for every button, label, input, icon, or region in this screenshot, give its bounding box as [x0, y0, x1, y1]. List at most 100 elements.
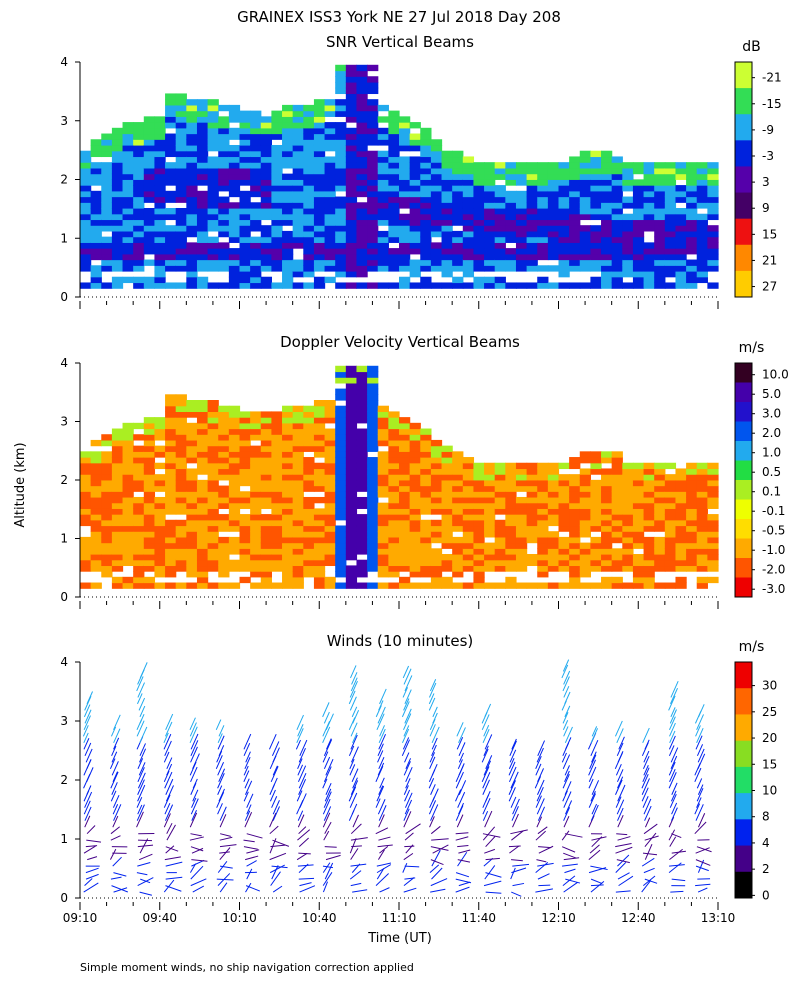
- heatmap-cell: [515, 242, 528, 249]
- heatmap-cell: [462, 536, 475, 544]
- heatmap-cell: [218, 185, 230, 192]
- heatmap-cell: [122, 202, 134, 209]
- wind-barb: [298, 747, 306, 763]
- wind-barb: [351, 706, 358, 718]
- heatmap-cell: [399, 185, 411, 192]
- heatmap-cell: [101, 485, 113, 492]
- heatmap-cell: [303, 248, 315, 255]
- wind-barb: [166, 763, 173, 776]
- heatmap-cell: [356, 382, 368, 390]
- heatmap-cell: [324, 451, 336, 458]
- heatmap-cell: [388, 202, 400, 209]
- heatmap-cell: [80, 502, 92, 509]
- heatmap-cell: [707, 167, 719, 175]
- heatmap-cell: [133, 225, 145, 232]
- heatmap-cell: [271, 196, 283, 203]
- heatmap-cell: [558, 491, 570, 498]
- heatmap-cell: [388, 559, 400, 567]
- wind-barb: [564, 770, 570, 782]
- heatmap-cell: [292, 156, 304, 163]
- heatmap-cell: [356, 525, 368, 532]
- heatmap-cell: [505, 536, 517, 544]
- heatmap-cell: [324, 225, 336, 232]
- heatmap-cell: [569, 554, 581, 561]
- wind-barb: [325, 759, 334, 776]
- heatmap-cell: [420, 265, 432, 272]
- heatmap-cell: [654, 162, 666, 169]
- wind-barb: [379, 846, 389, 854]
- wind-barb: [405, 823, 421, 835]
- heatmap-cell: [292, 282, 304, 289]
- heatmap-cell: [282, 139, 294, 146]
- colorbar-swatch: [735, 363, 752, 383]
- wind-barb: [643, 798, 652, 815]
- heatmap-cell: [175, 150, 187, 158]
- heatmap-cell: [590, 150, 602, 158]
- wind-barb: [86, 785, 92, 795]
- heatmap-cell: [90, 242, 102, 249]
- heatmap-cell: [420, 139, 432, 146]
- heatmap-cell: [367, 116, 379, 123]
- heatmap-cell: [133, 531, 145, 538]
- heatmap-cell: [399, 259, 411, 266]
- heatmap-cell: [569, 565, 581, 572]
- heatmap-cell: [143, 428, 156, 435]
- heatmap-cell: [569, 265, 581, 272]
- heatmap-cell: [622, 582, 634, 589]
- wind-barb: [216, 791, 225, 808]
- heatmap-cell: [409, 144, 421, 152]
- heatmap-cell: [430, 571, 443, 578]
- heatmap-cell: [133, 150, 145, 158]
- heatmap-cell: [622, 213, 634, 221]
- heatmap-cell: [239, 548, 251, 555]
- heatmap-cell: [558, 485, 570, 492]
- wind-barb: [404, 789, 411, 802]
- heatmap-cell: [686, 525, 698, 532]
- heatmap-cell: [547, 485, 560, 492]
- heatmap-cell: [611, 265, 623, 272]
- heatmap-cell: [186, 185, 198, 192]
- heatmap-cell: [611, 173, 623, 180]
- heatmap-cell: [175, 445, 187, 452]
- wind-barb: [377, 844, 393, 848]
- wind-barb: [512, 798, 520, 815]
- wind-barb: [430, 859, 444, 866]
- heatmap-cell: [186, 271, 198, 278]
- x-tick-label: 09:10: [63, 911, 98, 925]
- heatmap-cell: [462, 479, 475, 487]
- heatmap-cell: [122, 428, 134, 435]
- heatmap-cell: [345, 445, 358, 452]
- heatmap-cell: [399, 496, 411, 504]
- heatmap-cell: [111, 462, 124, 470]
- heatmap-cell: [494, 485, 506, 492]
- heatmap-cell: [632, 167, 645, 175]
- heatmap-cell: [101, 468, 113, 475]
- heatmap-cell: [133, 122, 145, 129]
- heatmap-cell: [377, 525, 389, 532]
- heatmap-cell: [377, 236, 389, 243]
- wind-barb: [111, 761, 119, 776]
- wind-barb: [246, 860, 257, 867]
- heatmap-cell: [186, 122, 198, 129]
- colorbar-label: -3.0: [762, 582, 785, 596]
- heatmap-cell: [292, 122, 304, 129]
- wind-barb: [272, 777, 278, 789]
- heatmap-cell: [388, 519, 400, 527]
- heatmap-cell: [515, 559, 528, 567]
- heatmap-cell: [409, 259, 421, 266]
- heatmap-cell: [90, 451, 102, 458]
- heatmap-cell: [611, 479, 623, 487]
- wind-barb: [165, 885, 182, 892]
- heatmap-cell: [154, 565, 166, 572]
- heatmap-cell: [154, 253, 166, 261]
- heatmap-cell: [399, 196, 411, 203]
- heatmap-cell: [590, 451, 602, 458]
- heatmap-cell: [345, 388, 358, 395]
- heatmap-cell: [601, 479, 613, 487]
- heatmap-cell: [345, 144, 358, 152]
- heatmap-cell: [101, 248, 113, 255]
- heatmap-cell: [484, 225, 496, 232]
- heatmap-cell: [484, 196, 496, 203]
- heatmap-cell: [122, 531, 134, 538]
- heatmap-cell: [196, 173, 209, 180]
